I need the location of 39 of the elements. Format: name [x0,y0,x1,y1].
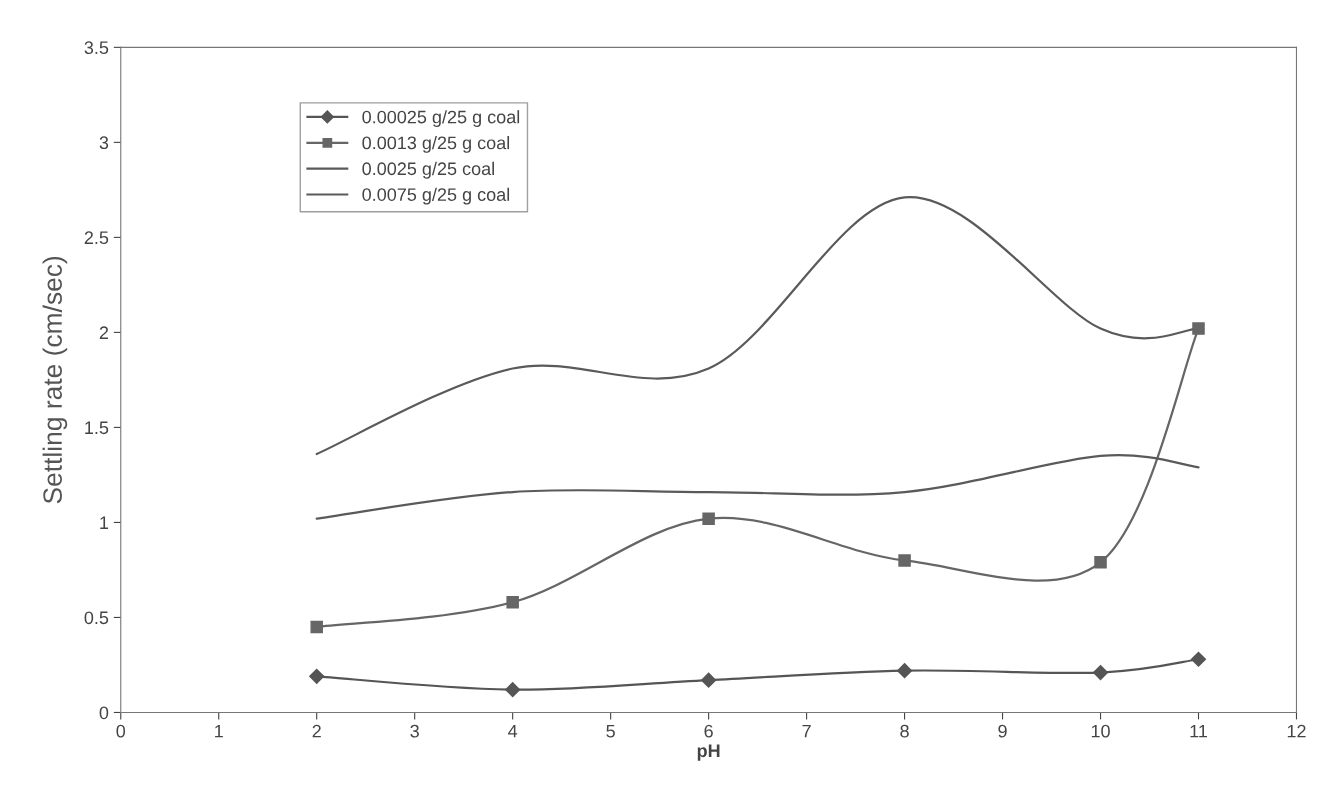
x-tick-label: 7 [802,724,811,738]
point [1092,664,1109,681]
x-tick-label: 5 [606,724,615,738]
x-tick-label: 3 [410,724,419,738]
x-tick-label: 1 [215,724,223,738]
y-tick-label: 3 [99,136,109,150]
x-tick-label: 11 [1190,724,1207,738]
y-tick-label: 1 [100,516,109,529]
y-tick-label: 0 [99,706,109,720]
x-tick-label: 12 [1287,724,1306,738]
point [309,668,325,684]
point [1094,556,1107,569]
point [1192,322,1205,335]
x-tick-label: 2 [312,724,321,738]
x-tick-label: 10 [1091,724,1110,738]
legend-label: 0.0013 g/25 g coal [362,136,510,153]
y-tick-label: 3.5 [84,41,109,55]
y-tick-label: 2 [99,326,109,339]
x-axis-title: pH [697,744,720,761]
legend-label: 0.0025 g/25 coal [362,161,494,179]
x-tick-label: 6 [704,724,713,738]
x-tick-label: 8 [900,724,909,738]
x-tick-label: 4 [508,724,518,738]
point [701,672,717,688]
legend-label: 0.0075 g/25 g coal [362,187,510,205]
point [310,620,323,634]
point [897,663,913,679]
point [898,554,911,567]
y-tick-label: 0.5 [84,611,109,625]
legend-label: 0.00025 g/25 g coal [362,110,520,127]
x-tick-label: 9 [998,724,1007,738]
point [702,512,715,525]
y-tick-label: 2.5 [84,231,109,245]
y-tick-label: 1.5 [85,421,109,435]
y-axis-title: Settling rate (cm/sec) [42,256,68,504]
point [1190,651,1207,667]
x-tick-label: 0 [116,724,126,738]
point [506,595,519,609]
point [505,682,521,698]
